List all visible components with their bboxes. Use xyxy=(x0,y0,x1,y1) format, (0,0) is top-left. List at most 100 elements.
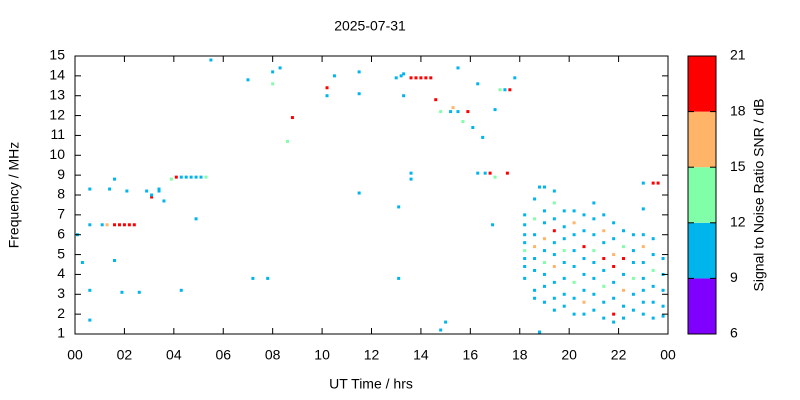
point xyxy=(449,110,453,114)
point xyxy=(542,237,546,241)
point xyxy=(602,257,606,261)
point xyxy=(592,276,596,280)
point xyxy=(542,209,546,213)
y-tick-label: 1 xyxy=(57,325,65,341)
point xyxy=(542,249,546,253)
point xyxy=(612,320,616,324)
point xyxy=(113,223,117,227)
point xyxy=(278,66,282,70)
point xyxy=(150,193,154,197)
point xyxy=(602,284,606,288)
point xyxy=(582,272,586,276)
point xyxy=(523,233,527,237)
colorbar-tick-label: 15 xyxy=(730,158,746,174)
point xyxy=(325,86,329,90)
point xyxy=(523,223,527,227)
point xyxy=(157,187,161,191)
point xyxy=(552,280,556,284)
point xyxy=(523,276,527,280)
colorbar-tick-label: 6 xyxy=(730,325,738,341)
point xyxy=(357,191,361,195)
point xyxy=(488,171,492,175)
point xyxy=(150,195,154,199)
point xyxy=(533,197,537,201)
y-tick-label: 15 xyxy=(49,47,65,63)
point xyxy=(523,264,527,268)
point xyxy=(456,66,460,70)
y-tick-label: 12 xyxy=(49,106,65,122)
point xyxy=(251,276,255,280)
point xyxy=(572,264,576,268)
point xyxy=(641,276,645,280)
point xyxy=(88,318,92,322)
point xyxy=(397,276,401,280)
point xyxy=(434,98,438,102)
point xyxy=(357,92,361,96)
point xyxy=(552,241,556,245)
chart-title: 2025-07-31 xyxy=(334,18,406,34)
point xyxy=(503,88,507,92)
point xyxy=(562,237,566,241)
x-tick-label: 10 xyxy=(314,347,330,363)
colorbar-label: Signal to Noise Ratio SNR / dB xyxy=(751,99,767,292)
point xyxy=(631,308,635,312)
point xyxy=(622,272,626,276)
x-tick-label: 08 xyxy=(265,347,281,363)
point xyxy=(562,209,566,213)
point xyxy=(602,229,606,233)
y-tick-label: 9 xyxy=(57,166,65,182)
point xyxy=(533,245,537,249)
x-tick-label: 02 xyxy=(117,347,133,363)
point xyxy=(572,249,576,253)
point xyxy=(651,237,655,241)
x-tick-label: 18 xyxy=(512,347,528,363)
point xyxy=(476,82,480,86)
point xyxy=(661,257,665,261)
point xyxy=(612,221,616,225)
x-tick-label: 04 xyxy=(166,347,182,363)
point xyxy=(246,78,250,82)
point xyxy=(592,308,596,312)
point xyxy=(562,292,566,296)
point xyxy=(641,233,645,237)
point xyxy=(542,284,546,288)
point xyxy=(491,223,495,227)
y-tick-label: 3 xyxy=(57,285,65,301)
point xyxy=(562,276,566,280)
point xyxy=(533,296,537,300)
point xyxy=(113,177,117,181)
point xyxy=(424,76,428,80)
point xyxy=(582,312,586,316)
colorbar-band xyxy=(688,111,716,168)
point xyxy=(622,245,626,249)
point xyxy=(622,257,626,261)
point xyxy=(562,261,566,265)
point xyxy=(602,268,606,272)
point xyxy=(582,213,586,217)
point xyxy=(552,217,556,221)
point xyxy=(651,284,655,288)
point xyxy=(145,189,149,193)
point xyxy=(397,205,401,209)
point xyxy=(538,185,542,189)
point xyxy=(552,296,556,300)
point xyxy=(538,330,542,334)
point xyxy=(651,253,655,257)
point xyxy=(266,276,270,280)
point xyxy=(394,76,398,80)
point xyxy=(612,312,616,316)
point xyxy=(409,177,413,181)
point xyxy=(631,276,635,280)
point xyxy=(204,175,208,179)
point xyxy=(542,185,546,189)
point xyxy=(409,171,413,175)
colorbar-frame xyxy=(687,55,717,335)
point xyxy=(582,245,586,249)
point xyxy=(572,233,576,237)
point xyxy=(602,316,606,320)
point xyxy=(513,76,517,80)
point xyxy=(108,187,112,191)
colorbar-band xyxy=(688,167,716,223)
point xyxy=(209,58,213,62)
